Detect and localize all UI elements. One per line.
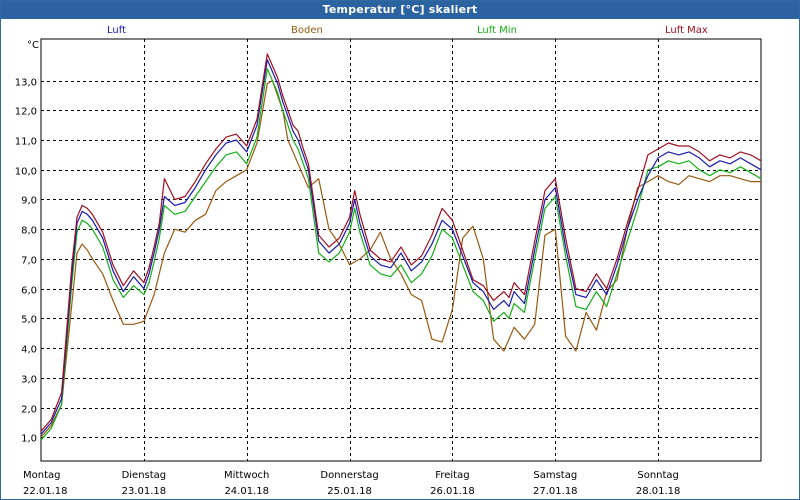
x-tick-date: 24.01.18 <box>224 486 269 497</box>
x-tick-date: 27.01.18 <box>533 486 578 497</box>
y-tick-label: 1,0 <box>21 434 37 445</box>
x-tick-day: Dienstag <box>122 470 167 481</box>
x-tick-date: 25.01.18 <box>327 486 372 497</box>
series-line-luft-max <box>40 53 762 432</box>
legend-item-boden: Boden <box>291 25 323 36</box>
y-tick-label: 9,0 <box>21 196 37 207</box>
legend: Luft Boden Luft Min Luft Max <box>1 25 799 39</box>
x-tick-day: Mittwoch <box>224 470 269 481</box>
plot-area <box>40 38 762 462</box>
x-tick-day: Samstag <box>533 470 577 481</box>
series-line-boden <box>40 79 761 438</box>
y-axis-unit: °C <box>27 40 39 51</box>
y-tick-label: 13,0 <box>15 78 37 89</box>
y-tick-label: 3,0 <box>21 375 37 386</box>
y-tick-label: 12,0 <box>15 107 37 118</box>
y-tick-label: 7,0 <box>21 256 37 267</box>
chart-title: Temperatur [°C] skaliert <box>1 1 799 19</box>
y-tick-label: 6,0 <box>21 286 37 297</box>
x-tick-day: Donnerstag <box>320 470 378 481</box>
x-tick-date: 23.01.18 <box>122 486 167 497</box>
y-tick-label: 11,0 <box>15 137 37 148</box>
x-tick-date: 22.01.18 <box>23 486 68 497</box>
y-tick-label: 10,0 <box>15 167 37 178</box>
legend-item-luft-max: Luft Max <box>665 25 708 36</box>
x-tick-day: Montag <box>23 470 60 481</box>
x-tick-day: Freitag <box>435 470 469 481</box>
legend-item-luft-min: Luft Min <box>477 25 517 36</box>
y-tick-label: 2,0 <box>21 405 37 416</box>
y-tick-label: 5,0 <box>21 315 37 326</box>
y-tick-label: 4,0 <box>21 345 37 356</box>
x-tick-date: 26.01.18 <box>430 486 475 497</box>
x-tick-date: 28.01.18 <box>636 486 681 497</box>
series-line-luft <box>40 59 762 435</box>
x-tick-day: Sonntag <box>637 470 679 481</box>
legend-item-luft: Luft <box>107 25 126 36</box>
series-line-luft-min <box>40 68 762 441</box>
y-tick-label: 8,0 <box>21 226 37 237</box>
